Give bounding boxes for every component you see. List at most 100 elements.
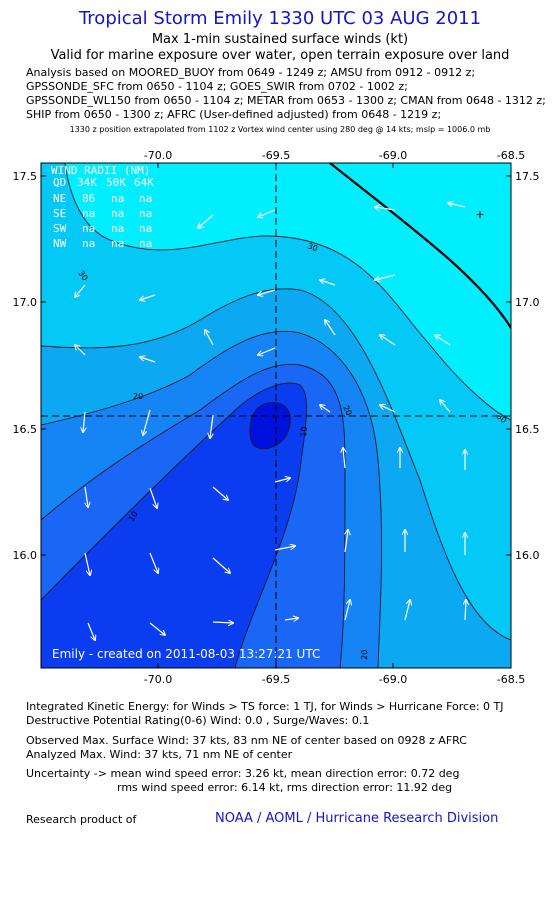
wind-radii-quadrant: SW	[53, 222, 67, 235]
wind-arrow	[198, 214, 214, 228]
dpr-line: Destructive Potential Rating(0-6) Wind: …	[26, 714, 370, 727]
wind-arrow	[84, 552, 90, 575]
wind-arrow	[258, 209, 276, 217]
wind-arrow	[320, 405, 331, 413]
y-tick-right: 17.5	[515, 170, 540, 183]
y-tick-right: 16.0	[515, 549, 540, 562]
wind-arrow	[149, 622, 165, 635]
uncertainty-mean: Uncertainty -> mean wind speed error: 3.…	[26, 767, 460, 780]
uncertainty-rms: rms wind speed error: 6.14 kt, rms direc…	[117, 781, 453, 794]
wind-radii-value: na	[139, 222, 152, 235]
wind-radii-header: 34K	[77, 176, 97, 189]
axis-tick-labels: -70.0 -69.5 -69.0 -68.5 -70.0 -69.5 -69.…	[13, 149, 540, 685]
wind-radii-value: na	[111, 222, 124, 235]
analysis-sources: Analysis based on MOORED_BUOY from 0649 …	[26, 66, 546, 122]
wind-arrow	[75, 284, 86, 297]
y-tick-left: 17.5	[13, 170, 38, 183]
analysis-line: GPSSONDE_WL150 from 0650 - 1104 z; METAR…	[26, 94, 546, 107]
wind-arrow	[212, 622, 233, 623]
x-tick-top: -69.5	[262, 149, 290, 162]
page-title: Tropical Storm Emily 1330 UTC 03 AUG 201…	[78, 8, 482, 29]
noaa-aoml-link[interactable]: NOAA / AOML / Hurricane Research Divisio…	[215, 811, 499, 826]
wind-radii-value: na	[82, 207, 95, 220]
wind-arrow	[140, 294, 156, 300]
band-5-10	[41, 383, 307, 668]
wind-arrow	[345, 530, 348, 553]
wind-radii-header: QD	[53, 176, 66, 189]
wind-arrow	[435, 335, 451, 346]
created-timestamp: Emily - created on 2011-08-03 13:27:21 U…	[52, 647, 320, 661]
contour-label: 20	[341, 404, 353, 417]
contour-value-labels: 30 30 30 20 20 20 10 10	[76, 241, 508, 660]
wind-radii-table: WIND RADII (NM) QD 34K 50K 64K NE 86 na …	[51, 164, 154, 250]
wind-arrow	[344, 600, 350, 621]
wind-radii-title: WIND RADII (NM)	[51, 164, 150, 177]
wind-arrow	[325, 320, 336, 336]
band-lt5	[250, 402, 291, 449]
y-tick-right: 16.5	[515, 423, 540, 436]
x-tick-top: -68.5	[497, 149, 525, 162]
wind-arrow	[284, 618, 298, 620]
wind-radii-value: 86	[82, 192, 95, 205]
analysis-line: GPSSONDE_SFC from 0650 - 1104 z; GOES_SW…	[26, 80, 408, 93]
wind-radii-value: na	[82, 222, 95, 235]
y-tick-right: 17.0	[515, 296, 540, 309]
x-tick-bottom: -69.0	[379, 673, 407, 685]
wind-arrow	[210, 414, 213, 438]
y-tick-left: 16.5	[13, 423, 38, 436]
wind-arrow	[212, 557, 230, 573]
wind-radii-value: na	[139, 237, 152, 250]
contour-label: 10	[299, 426, 309, 437]
wind-radii-quadrant: NW	[53, 237, 67, 250]
wind-field: +	[41, 163, 511, 668]
research-product-label: Research product of	[26, 813, 137, 826]
wind-radii-value: na	[111, 207, 124, 220]
wind-arrow	[465, 600, 466, 621]
wind-arrow	[75, 345, 86, 356]
extrapolation-note: 1330 z position extrapolated from 1102 z…	[69, 125, 491, 134]
y-tick-left: 16.0	[13, 549, 38, 562]
wind-radii-value: na	[111, 237, 124, 250]
wind-arrow	[212, 486, 228, 500]
wind-arrow	[87, 622, 95, 640]
subtitle-exposure: Valid for marine exposure over water, op…	[50, 48, 510, 63]
wind-analysis-map: + 30 30 30 20 20 20 10 10 WIND RADII (NM…	[13, 149, 540, 685]
wind-arrow	[143, 409, 151, 435]
contour-label: 20	[360, 650, 369, 660]
contour-label: 20	[133, 392, 143, 401]
wind-arrow	[343, 448, 345, 469]
wind-radii-value: na	[139, 192, 152, 205]
wind-arrow	[205, 330, 214, 346]
wind-radii-quadrant: SE	[53, 207, 66, 220]
wind-arrow	[375, 207, 396, 210]
wind-arrow	[140, 357, 156, 363]
analysis-line: Analysis based on MOORED_BUOY from 0649 …	[26, 66, 476, 79]
contour-label: 10	[127, 510, 140, 523]
wind-arrow	[380, 405, 396, 413]
wind-arrow	[85, 486, 88, 507]
wind-radii-value: na	[82, 237, 95, 250]
x-tick-bottom: -69.5	[262, 673, 290, 685]
wind-radii-value: na	[139, 207, 152, 220]
wind-arrow	[258, 289, 276, 295]
wind-arrow	[375, 274, 396, 280]
wind-arrow	[83, 411, 85, 432]
y-tick-left: 17.0	[13, 296, 38, 309]
subtitle-wind-type: Max 1-min sustained surface winds (kt)	[151, 32, 409, 47]
wind-arrow	[149, 487, 157, 508]
wind-arrow	[320, 280, 336, 286]
wind-vectors	[75, 203, 466, 640]
contour-label: 30	[306, 241, 319, 253]
x-tick-bottom: -68.5	[497, 673, 525, 685]
wind-arrow	[404, 600, 410, 621]
wind-arrow	[448, 203, 466, 208]
wind-arrow	[380, 335, 396, 346]
wind-arrow	[440, 400, 451, 413]
wind-arrow	[274, 546, 295, 551]
analyzed-max-wind: Analyzed Max. Wind: 37 kts, 71 nm NE of …	[26, 748, 293, 761]
wind-radii-header: 64K	[134, 176, 154, 189]
wind-radii-value: na	[111, 192, 124, 205]
contour-34kt	[329, 163, 511, 329]
analysis-line: SHIP from 0650 - 1300 z; AFRC (User-defi…	[26, 108, 442, 121]
ike-line: Integrated Kinetic Energy: for Winds > T…	[26, 700, 504, 713]
